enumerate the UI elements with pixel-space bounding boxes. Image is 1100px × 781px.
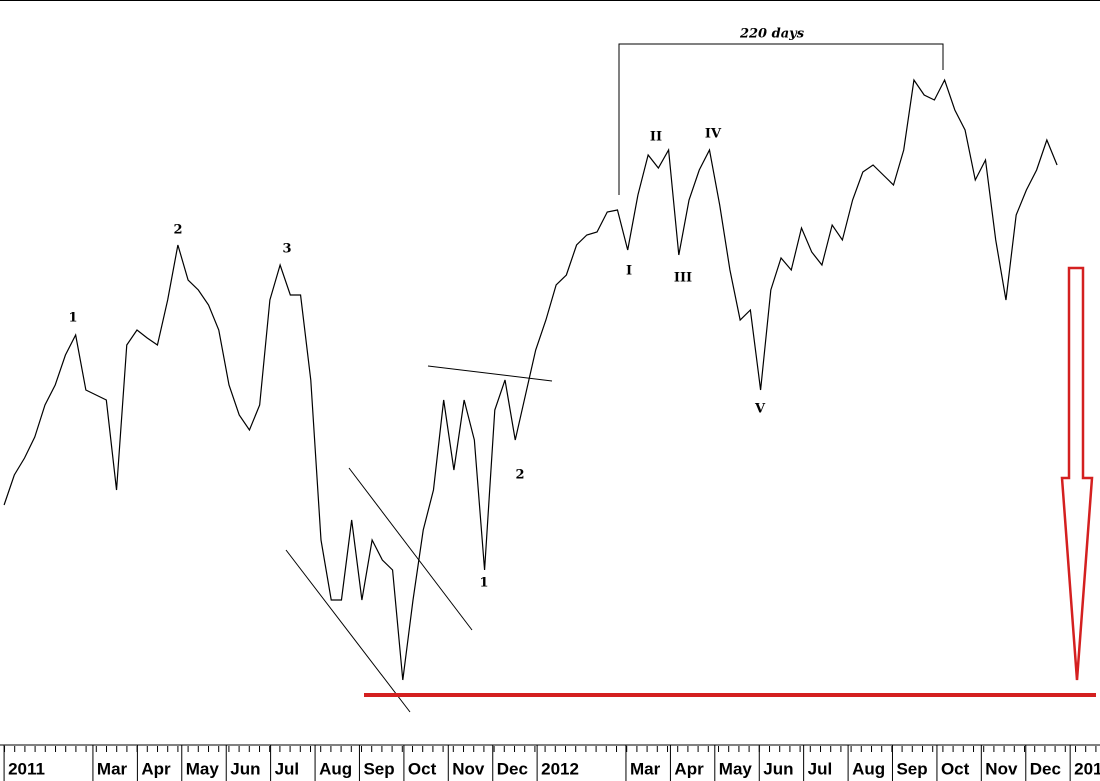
annotation: 2 <box>515 468 524 483</box>
x-tick-label: 2012 <box>541 759 579 778</box>
x-tick-label: Sep <box>363 759 394 778</box>
price-line <box>3 78 1058 681</box>
annotation: IV <box>705 127 722 142</box>
x-tick-label: Mar <box>97 759 128 778</box>
x-tick-label: Aug <box>319 759 352 778</box>
x-tick-label: 201 <box>1074 759 1100 778</box>
x-tick-label: 2011 <box>8 759 45 778</box>
x-tick-label: May <box>186 759 220 778</box>
annotation: 3 <box>282 242 291 257</box>
annotation: III <box>674 271 692 286</box>
bracket <box>618 43 944 195</box>
x-tick-label: Dec <box>497 759 528 778</box>
x-tick-label: Dec <box>1030 759 1061 778</box>
x-tick-label: Jul <box>275 759 300 778</box>
minor-ticks <box>0 746 1100 752</box>
x-tick-label: Aug <box>852 759 885 778</box>
x-tick-label: Nov <box>452 759 485 778</box>
x-tick-label: Apr <box>674 759 704 778</box>
x-tick-label: Mar <box>630 759 661 778</box>
x-tick-label: Apr <box>141 759 171 778</box>
x-tick-label: Sep <box>896 759 927 778</box>
annotation: 1 <box>479 576 488 591</box>
x-tick-label: Nov <box>985 759 1018 778</box>
annotation: II <box>650 130 662 145</box>
annotation: 1 <box>68 311 77 326</box>
down-arrow <box>1060 266 1094 681</box>
x-tick-label: Oct <box>408 759 437 778</box>
annotation: 2 <box>173 223 182 238</box>
x-tick-label: Jun <box>230 759 260 778</box>
x-tick-label: Oct <box>941 759 970 778</box>
x-tick-label: Jun <box>763 759 793 778</box>
trend-line <box>427 365 553 382</box>
annotation: V <box>754 402 766 417</box>
trend-lines <box>285 43 944 713</box>
x-tick-label: Jul <box>808 759 833 778</box>
trend-line <box>285 549 411 713</box>
annotation: I <box>626 264 632 279</box>
x-tick-label: May <box>719 759 753 778</box>
trend-line <box>348 467 473 631</box>
annotation: 220 days <box>739 27 805 42</box>
